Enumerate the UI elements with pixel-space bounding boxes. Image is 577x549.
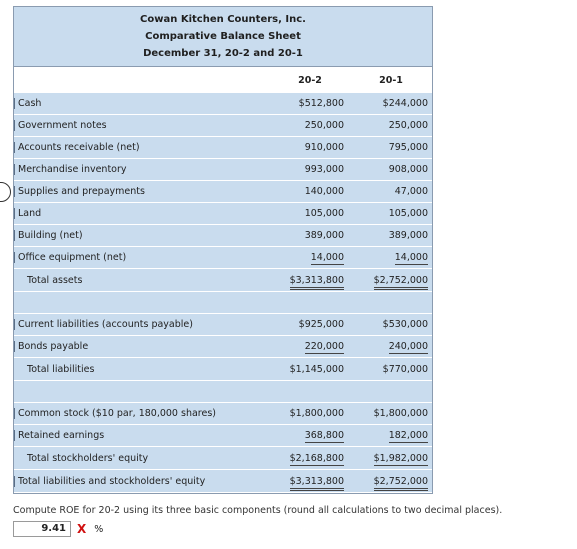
table-row: Common stock ($10 par, 180,000 shares) $… [14,403,432,425]
value-text: 182,000 [388,430,428,443]
value-20-1: 240,000 [350,341,432,354]
row-label: Accounts receivable (net) [14,142,270,153]
value-text: $2,168,800 [289,452,344,466]
value-text: 368,800 [304,430,344,443]
row-label: Bonds payable [14,341,270,352]
value-text: 220,000 [304,341,344,354]
row-label: Cash [14,98,270,109]
row-label: Land [14,208,270,219]
value-20-2: 993,000 [304,164,344,175]
table-row: Cash $512,800 $244,000 [14,93,432,115]
value-20-1: 795,000 [388,142,428,153]
table-row: Accounts receivable (net) 910,000 795,00… [14,137,432,159]
row-label: Current liabilities (accounts payable) [14,319,270,330]
value-20-2: $1,800,000 [289,408,344,419]
value-20-2: 105,000 [304,208,344,219]
value-text: 14,000 [394,252,428,265]
total-liabilities-equity-row: Total liabilities and stockholders' equi… [14,470,432,493]
table-row: Office equipment (net) 14,000 14,000 [14,247,432,269]
statement-title: Comparative Balance Sheet [145,31,301,42]
side-navigation-circle-icon[interactable] [0,182,11,202]
total-equity-row: Total stockholders' equity $2,168,800 $1… [14,447,432,470]
row-label: Government notes [14,120,270,131]
value-text: 14,000 [310,252,344,265]
value-20-1: 105,000 [388,208,428,219]
value-20-2: 910,000 [304,142,344,153]
table-row: Bonds payable 220,000 240,000 [14,336,432,358]
row-label: Total liabilities [27,363,95,375]
value-20-2: $3,313,800 [270,475,350,491]
column-header-20-1: 20-1 [379,74,403,86]
value-20-2: $925,000 [298,319,344,330]
value-20-2: $512,800 [298,98,344,109]
value-20-1: $1,800,000 [373,408,428,419]
row-label: Common stock ($10 par, 180,000 shares) [14,408,270,419]
table-row: Building (net) 389,000 389,000 [14,225,432,247]
value-20-1: 250,000 [388,120,428,131]
value-20-2: 389,000 [304,230,344,241]
roe-answer-input[interactable]: 9.41 [13,521,71,537]
balance-sheet-table: Cowan Kitchen Counters, Inc. Comparative… [13,6,433,494]
row-label: Retained earnings [14,430,270,441]
statement-date: December 31, 20-2 and 20-1 [143,48,303,59]
company-name: Cowan Kitchen Counters, Inc. [140,14,306,25]
percent-unit: % [94,523,104,535]
table-row: Supplies and prepayments 140,000 47,000 [14,181,432,203]
value-20-1: $244,000 [382,98,428,109]
value-20-1: $770,000 [382,363,428,375]
value-20-1: 47,000 [394,186,428,197]
value-20-1: $530,000 [382,319,428,330]
row-label: Office equipment (net) [14,252,270,263]
answer-row: 9.41 X % [13,521,103,537]
row-label: Merchandise inventory [14,164,270,175]
value-text: $2,752,000 [373,475,428,491]
table-row: Government notes 250,000 250,000 [14,115,432,137]
value-20-1: 389,000 [388,230,428,241]
spacer-row [14,381,432,403]
value-20-2: 220,000 [270,341,350,354]
value-20-1: 182,000 [350,430,432,443]
incorrect-x-icon: X [77,522,87,536]
table-row: Retained earnings 368,800 182,000 [14,425,432,447]
value-20-2: 14,000 [270,252,350,265]
balance-sheet-header: Cowan Kitchen Counters, Inc. Comparative… [14,7,432,66]
question-prompt: Compute ROE for 20-2 using its three bas… [13,505,503,516]
row-label: Total liabilities and stockholders' equi… [14,475,270,487]
value-text: $3,313,800 [289,274,344,290]
total-assets-row: Total assets $3,313,800 $2,752,000 [14,269,432,292]
value-20-1: $2,752,000 [350,274,432,290]
column-header-20-2: 20-2 [298,74,322,86]
row-label: Supplies and prepayments [14,186,270,197]
value-text: 240,000 [388,341,428,354]
value-20-2: 368,800 [270,430,350,443]
value-20-1: 908,000 [388,164,428,175]
total-liabilities-row: Total liabilities $1,145,000 $770,000 [14,358,432,381]
column-header-row: 20-2 20-1 [14,66,432,93]
value-text: $3,313,800 [289,475,344,491]
value-20-2: 250,000 [304,120,344,131]
value-text: $1,982,000 [373,452,428,466]
value-20-1: 14,000 [350,252,432,265]
spacer-row [14,292,432,314]
value-20-2: $2,168,800 [270,452,350,466]
table-row: Merchandise inventory 993,000 908,000 [14,159,432,181]
value-text: $2,752,000 [373,274,428,290]
value-20-1: $2,752,000 [350,475,432,491]
table-row: Current liabilities (accounts payable) $… [14,314,432,336]
row-label: Building (net) [14,230,270,241]
value-20-2: $1,145,000 [289,363,344,375]
row-label: Total stockholders' equity [27,452,149,464]
value-20-2: $3,313,800 [270,274,350,290]
table-row: Land 105,000 105,000 [14,203,432,225]
row-label: Total assets [27,274,83,286]
value-20-2: 140,000 [304,186,344,197]
value-20-1: $1,982,000 [350,452,432,466]
